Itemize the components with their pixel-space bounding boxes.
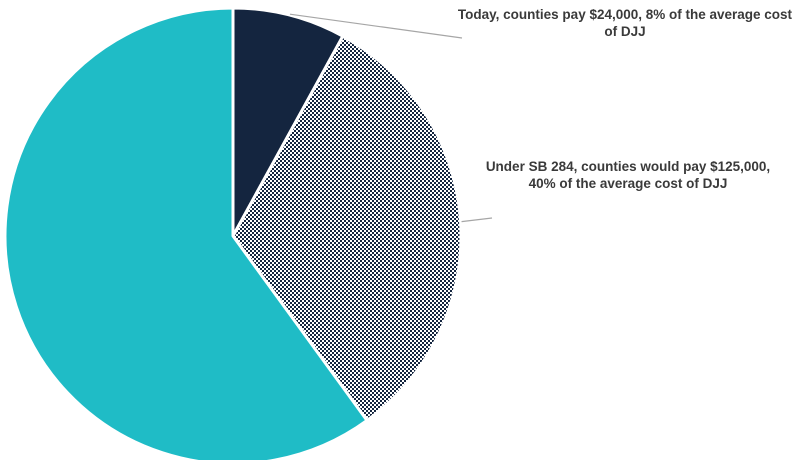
pie-slice-2 [231,34,463,422]
leader-line-2 [461,217,493,223]
leader-line-1 [289,13,463,39]
pie-slices [3,6,463,460]
pie-slice-3 [3,6,369,460]
pie-slice-1 [231,6,345,238]
annotation-sb284: Under SB 284, counties would pay $125,00… [485,159,771,191]
annotation-today: Today, counties pay $24,000, 8% of the a… [457,7,793,39]
leader-lines [289,13,493,223]
